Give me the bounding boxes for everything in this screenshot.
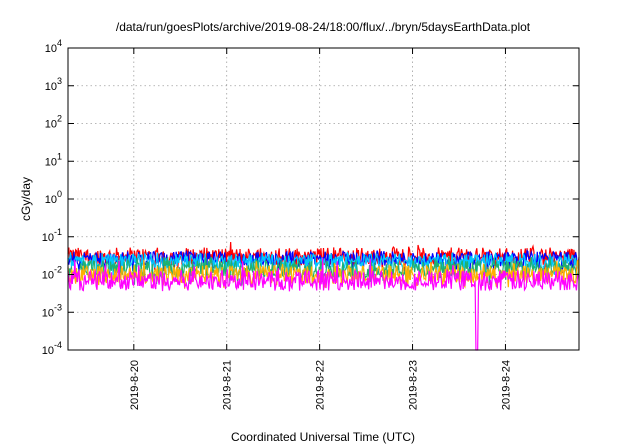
- x-tick-label: 2019-8-23: [408, 360, 420, 410]
- y-tick-base: 10: [45, 43, 57, 55]
- y-tick-base: 10: [45, 156, 57, 168]
- x-tick-label: 2019-8-20: [129, 360, 141, 410]
- y-tick-exponent: 0: [57, 189, 62, 199]
- y-tick-base: 10: [45, 81, 57, 93]
- y-tick-exponent: 1: [57, 151, 62, 161]
- y-tick-label: 103: [45, 76, 62, 93]
- axis-ticks: 10-410-310-210-11001011021031042019-8-20…: [42, 38, 579, 410]
- x-tick-label: 2019-8-22: [315, 360, 327, 410]
- x-tick-label: 2019-8-21: [222, 360, 234, 410]
- y-tick-label: 100: [45, 189, 62, 206]
- y-tick-base: 10: [45, 194, 57, 206]
- y-tick-exponent: 2: [57, 114, 62, 124]
- y-tick-base: 10: [42, 232, 54, 244]
- y-tick-base: 10: [42, 270, 54, 282]
- x-axis-label: Coordinated Universal Time (UTC): [231, 430, 415, 444]
- y-tick-base: 10: [45, 119, 57, 131]
- y-tick-base: 10: [42, 307, 54, 319]
- y-tick-label: 102: [45, 114, 62, 131]
- x-tick-label: 2019-8-24: [500, 360, 512, 410]
- series-line-6: [67, 257, 580, 351]
- y-tick-label: 104: [45, 38, 62, 55]
- y-tick-label: 10-1: [42, 227, 62, 244]
- y-tick-exponent: -2: [54, 265, 62, 275]
- y-tick-exponent: -3: [54, 302, 62, 312]
- y-tick-exponent: 4: [57, 38, 62, 48]
- y-axis-label: cGy/day: [19, 177, 33, 221]
- y-tick-label: 10-4: [42, 340, 62, 357]
- y-tick-label: 10-2: [42, 265, 62, 282]
- y-tick-label: 10-3: [42, 302, 62, 319]
- chart-title: /data/run/goesPlots/archive/2019-08-24/1…: [116, 20, 531, 34]
- y-tick-exponent: -1: [54, 227, 62, 237]
- grid-lines: [68, 48, 579, 350]
- y-tick-exponent: -4: [54, 340, 62, 350]
- y-tick-label: 101: [45, 151, 62, 168]
- series-group: [67, 242, 580, 351]
- y-tick-exponent: 3: [57, 76, 62, 86]
- y-tick-base: 10: [42, 345, 54, 357]
